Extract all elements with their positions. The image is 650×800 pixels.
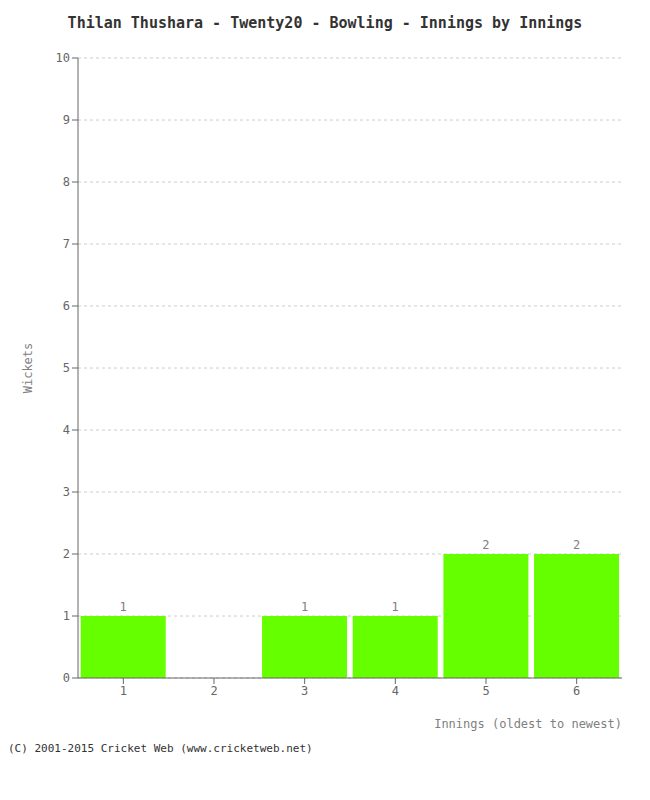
svg-text:1: 1: [301, 600, 308, 614]
svg-text:8: 8: [63, 175, 70, 189]
svg-text:10: 10: [56, 51, 70, 65]
svg-text:5: 5: [63, 361, 70, 375]
svg-text:6: 6: [573, 684, 580, 698]
svg-text:5: 5: [482, 684, 489, 698]
svg-text:1: 1: [120, 684, 127, 698]
svg-text:1: 1: [63, 609, 70, 623]
svg-text:2: 2: [482, 538, 489, 552]
svg-text:3: 3: [301, 684, 308, 698]
html-text:(C) 2001-2015 Cricket Web (www: (C) 2001-2015 Cricket Web (www.cricketwe…: [8, 742, 313, 755]
svg-text:9: 9: [63, 113, 70, 127]
svg-text:3: 3: [63, 485, 70, 499]
svg-text:2: 2: [63, 547, 70, 561]
svg-text:1: 1: [392, 600, 399, 614]
html-text:Thilan Thushara - Twenty20 - B: Thilan Thushara - Twenty20 - Bowling - I…: [67, 14, 583, 32]
svg-text:2: 2: [573, 538, 580, 552]
svg-text:2: 2: [210, 684, 217, 698]
svg-text:6: 6: [63, 299, 70, 313]
svg-text:4: 4: [63, 423, 70, 437]
svg-text:1: 1: [120, 600, 127, 614]
svg-text:Innings (oldest to newest): Innings (oldest to newest): [434, 717, 622, 731]
svg-text:4: 4: [392, 684, 399, 698]
svg-text:Wickets: Wickets: [21, 343, 35, 394]
svg-text:7: 7: [63, 237, 70, 251]
svg-text:0: 0: [63, 671, 70, 685]
